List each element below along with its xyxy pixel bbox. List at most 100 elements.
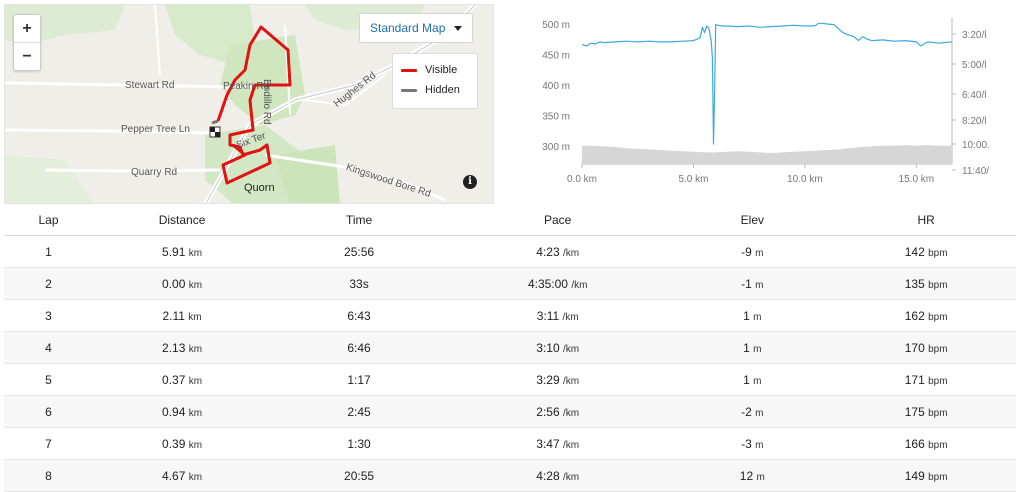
lap-value: 4 [45, 340, 52, 355]
pace-unit: /km [562, 343, 580, 355]
pace-line [581, 22, 953, 145]
pace-unit: /km [562, 375, 580, 387]
lap-distance: 2.11 km [93, 299, 272, 332]
lap-pace: 3:47 /km [447, 427, 669, 460]
table-row[interactable]: 3 2.11 km 6:43 3:11 /km 1 m 162 bpm [4, 299, 1016, 332]
map-type-dropdown[interactable]: Standard Map [359, 13, 473, 43]
header-lap[interactable]: Lap [4, 205, 94, 236]
distance-value: 0.00 [162, 276, 186, 291]
hr-value: 162 [904, 308, 925, 323]
time-value: 2:45 [347, 404, 371, 419]
table-row[interactable]: 4 2.13 km 6:46 3:10 /km 1 m 170 bpm [4, 331, 1016, 364]
hr-unit: bpm [928, 407, 948, 419]
info-icon[interactable]: i [463, 175, 477, 189]
y-right-tick-label: 8:20/l [962, 116, 986, 127]
lap-number: 2 [4, 267, 94, 300]
y-right-tick-label: 5:00/l [962, 60, 986, 71]
hr-value: 142 [904, 244, 925, 259]
lap-time: 1:30 [271, 427, 447, 460]
hr-unit: bpm [928, 247, 948, 259]
table-row[interactable]: 5 0.37 km 1:17 3:29 /km 1 m 171 bpm [4, 363, 1016, 396]
y-right-tick-label: 10:00. [962, 140, 990, 151]
lap-elev: 12 m [668, 459, 837, 492]
lap-elev: -3 m [668, 427, 837, 460]
x-tick-label: 15.0 km [899, 174, 935, 185]
lap-value: 8 [45, 468, 52, 483]
pace-value: 4:23 [536, 244, 560, 259]
hr-unit: bpm [928, 471, 948, 483]
elev-unit: m [755, 439, 764, 451]
y-left-tick-label: 300 m [542, 142, 570, 153]
lap-elev: 1 m [668, 331, 837, 364]
table-header-row: Lap Distance Time Pace Elev HR [4, 205, 1016, 236]
time-value: 6:43 [347, 308, 371, 323]
lap-time: 2:45 [271, 395, 447, 428]
lap-pace: 3:11 /km [447, 299, 669, 332]
road-label-endillo: Endillo Rd [261, 79, 272, 125]
elev-unit: m [753, 375, 762, 387]
pace-unit: /km [571, 279, 588, 291]
distance-unit: km [188, 247, 203, 259]
elevation-pace-chart[interactable]: 500 m 450 m 400 m 350 m 300 m 3:20/l 5:00/l 6:4… [534, 10, 1004, 195]
hr-unit: bpm [928, 279, 948, 291]
table-row[interactable]: 2 0.00 km 33s 4:35:00 /km -1 m 135 bpm [4, 267, 1016, 300]
legend-item-visible[interactable]: Visible [401, 60, 469, 80]
zoom-out-button[interactable]: − [14, 42, 40, 70]
hr-unit: bpm [928, 375, 948, 387]
table-row[interactable]: 7 0.39 km 1:30 3:47 /km -3 m 166 bpm [4, 427, 1016, 460]
header-hr[interactable]: HR [836, 205, 1016, 236]
hr-unit: bpm [928, 439, 948, 451]
table-row[interactable]: 6 0.94 km 2:45 2:56 /km -2 m 175 bpm [4, 395, 1016, 428]
pace-value: 3:10 [536, 340, 560, 355]
distance-unit: km [188, 279, 203, 291]
pace-unit: /km [562, 407, 580, 419]
zoom-in-button[interactable]: + [22, 20, 32, 37]
header-elev[interactable]: Elev [668, 205, 837, 236]
hr-value: 166 [904, 436, 925, 451]
y-left-tick-label: 400 m [542, 81, 570, 92]
distance-unit: km [188, 407, 203, 419]
lap-value: 1 [45, 244, 52, 259]
lap-value: 2 [45, 276, 52, 291]
lap-hr: 171 bpm [836, 363, 1016, 396]
lap-hr: 142 bpm [836, 235, 1016, 268]
elev-value: -3 [741, 436, 752, 451]
town-label-quorn: Quorn [244, 182, 275, 194]
y-left-tick-label: 450 m [542, 51, 570, 62]
laps-table: Lap Distance Time Pace Elev HR 1 5.91 km 2… [4, 205, 1016, 492]
lap-hr: 166 bpm [836, 427, 1016, 460]
y-right-tick-label: 6:40/l [962, 90, 986, 101]
map-type-label: Standard Map [370, 21, 446, 35]
chart-svg: 500 m 450 m 400 m 350 m 300 m 3:20/l 5:00/l 6:4… [542, 18, 990, 185]
header-pace[interactable]: Pace [447, 205, 669, 236]
legend-item-hidden[interactable]: Hidden [401, 80, 469, 100]
y-right-tick-label: 11:40/ [962, 166, 989, 177]
pace-unit: /km [562, 471, 580, 483]
route-hidden-path [211, 119, 219, 125]
route-map[interactable]: Stewart Rd Peakin Rd Endillo Rd Hughes R… [4, 4, 494, 204]
header-time[interactable]: Time [271, 205, 447, 236]
lap-number: 8 [4, 459, 94, 492]
x-tick-label: 0.0 km [567, 174, 597, 185]
hr-unit: bpm [928, 343, 948, 355]
hr-value: 135 [904, 276, 925, 291]
table-row[interactable]: 1 5.91 km 25:56 4:23 /km -9 m 142 bpm [4, 235, 1016, 268]
lap-value: 3 [45, 308, 52, 323]
elevation-area [582, 145, 952, 164]
pace-unit: /km [562, 247, 580, 259]
hr-value: 171 [904, 372, 925, 387]
time-value: 25:56 [344, 244, 375, 259]
lap-distance: 0.39 km [93, 427, 272, 460]
pace-unit: /km [562, 311, 579, 323]
finish-flag-icon [209, 126, 221, 138]
lap-number: 4 [4, 331, 94, 364]
distance-value: 2.13 [162, 340, 186, 355]
pace-value: 4:28 [536, 468, 560, 483]
hr-value: 149 [904, 468, 925, 483]
table-row[interactable]: 8 4.67 km 20:55 4:28 /km 12 m 149 bpm [4, 459, 1016, 492]
distance-unit: km [188, 343, 203, 355]
header-distance[interactable]: Distance [93, 205, 272, 236]
pace-value: 4:35:00 [527, 276, 568, 291]
time-value: 1:17 [347, 372, 371, 387]
lap-number: 7 [4, 427, 94, 460]
